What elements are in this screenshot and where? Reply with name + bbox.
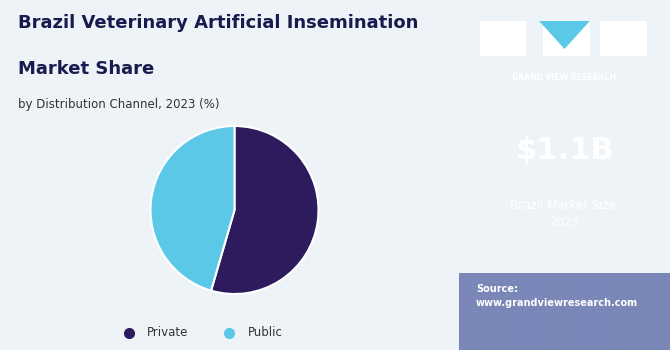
FancyBboxPatch shape: [543, 21, 590, 56]
Text: Brazil Market Size,
2023: Brazil Market Size, 2023: [510, 199, 619, 230]
Text: Source:
www.grandviewresearch.com: Source: www.grandviewresearch.com: [476, 284, 638, 308]
Text: $1.1B: $1.1B: [515, 136, 614, 165]
FancyBboxPatch shape: [459, 273, 670, 350]
FancyBboxPatch shape: [480, 21, 527, 56]
Text: Market Share: Market Share: [18, 60, 155, 77]
FancyBboxPatch shape: [600, 21, 647, 56]
Polygon shape: [539, 21, 590, 49]
Text: GRAND VIEW RESEARCH: GRAND VIEW RESEARCH: [513, 74, 616, 83]
Text: Public: Public: [248, 326, 283, 339]
Text: by Distribution Channel, 2023 (%): by Distribution Channel, 2023 (%): [18, 98, 220, 111]
Wedge shape: [211, 126, 318, 294]
Text: Private: Private: [147, 326, 188, 339]
Wedge shape: [151, 126, 234, 290]
Text: Brazil Veterinary Artificial Insemination: Brazil Veterinary Artificial Inseminatio…: [18, 14, 419, 32]
